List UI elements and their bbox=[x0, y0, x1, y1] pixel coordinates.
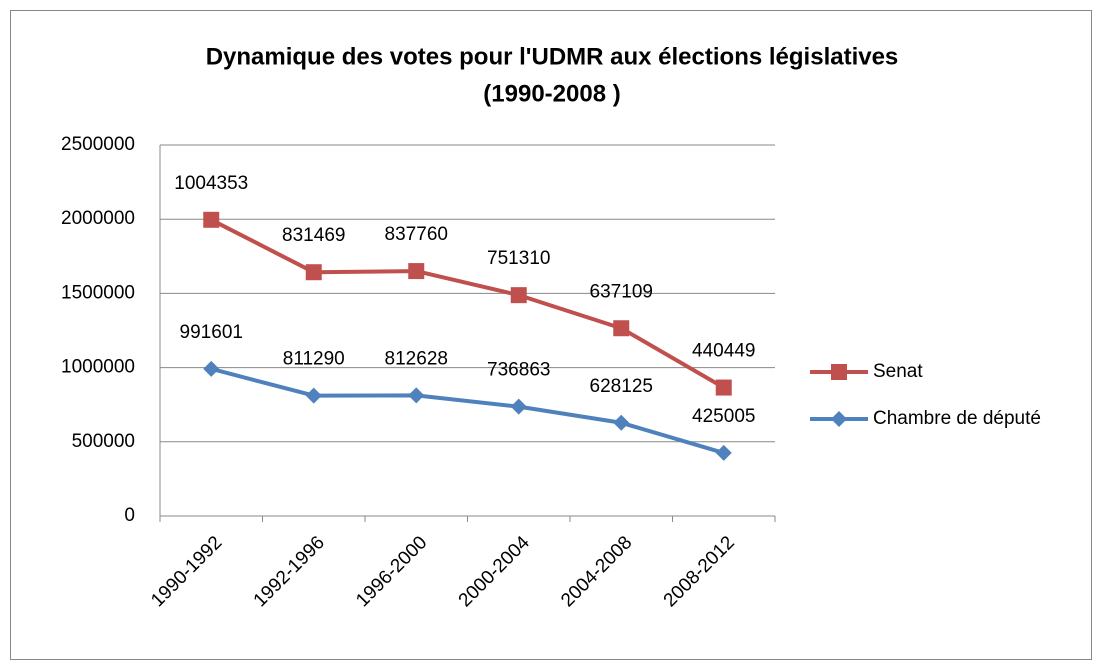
data-label: 425005 bbox=[692, 406, 755, 427]
marker bbox=[613, 320, 630, 337]
data-label: 751310 bbox=[487, 248, 550, 269]
marker bbox=[203, 211, 220, 228]
data-label: 837760 bbox=[385, 224, 448, 245]
y-tick-label: 1500000 bbox=[61, 282, 135, 303]
marker bbox=[715, 444, 732, 461]
chart-border bbox=[10, 10, 1092, 660]
marker bbox=[831, 411, 847, 427]
legend-label: Senat bbox=[873, 361, 923, 382]
marker bbox=[408, 263, 425, 280]
marker bbox=[715, 379, 732, 396]
marker bbox=[203, 360, 220, 377]
data-label: 628125 bbox=[590, 376, 653, 397]
data-label: 637109 bbox=[590, 281, 653, 302]
marker bbox=[305, 387, 322, 404]
data-label: 736863 bbox=[487, 360, 550, 381]
data-label: 991601 bbox=[180, 322, 243, 343]
marker bbox=[613, 414, 630, 431]
marker bbox=[831, 364, 847, 380]
y-tick-label: 0 bbox=[124, 505, 135, 526]
y-tick-label: 2500000 bbox=[61, 134, 135, 155]
y-tick-label: 1000000 bbox=[61, 357, 135, 378]
marker bbox=[510, 287, 527, 304]
series-line bbox=[210, 366, 725, 455]
data-label: 1004353 bbox=[174, 173, 248, 194]
marker bbox=[408, 387, 425, 404]
data-label: 811290 bbox=[283, 349, 345, 370]
data-label: 831469 bbox=[282, 225, 345, 246]
y-tick-label: 500000 bbox=[72, 431, 135, 452]
chart-title: (1990-2008 ) bbox=[483, 80, 620, 107]
y-tick-label: 2000000 bbox=[61, 208, 135, 229]
data-label: 812628 bbox=[385, 348, 448, 369]
marker bbox=[305, 264, 322, 281]
chart-title: Dynamique des votes pour l'UDMR aux élec… bbox=[206, 43, 899, 70]
series-line bbox=[210, 218, 725, 390]
marker bbox=[510, 398, 527, 415]
legend-label: Chambre de député bbox=[873, 408, 1041, 429]
data-label: 440449 bbox=[692, 341, 755, 362]
